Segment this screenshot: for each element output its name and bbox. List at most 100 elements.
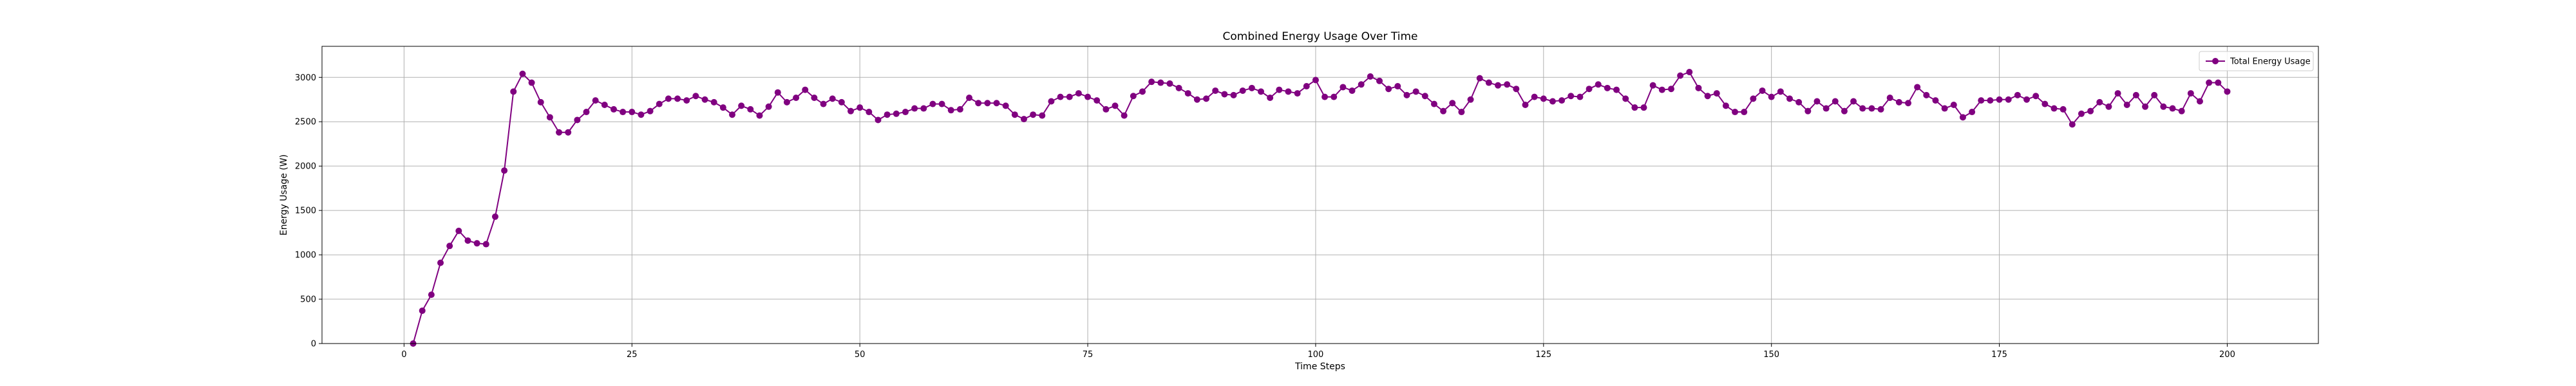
data-point: [2069, 121, 2076, 128]
x-axis-title: Time Steps: [1294, 362, 1345, 372]
data-point: [1695, 84, 1702, 91]
x-tick-label: 125: [1535, 350, 1551, 360]
data-point: [647, 107, 654, 115]
data-point: [1777, 88, 1784, 95]
data-point: [2087, 107, 2094, 115]
data-point: [1814, 98, 1821, 105]
data-point: [1932, 97, 1939, 104]
data-point: [1257, 88, 1264, 95]
data-point: [1303, 83, 1310, 90]
data-point: [2050, 105, 2058, 112]
data-point: [1230, 91, 1237, 98]
data-point: [1667, 86, 1674, 93]
data-point: [537, 98, 544, 106]
y-tick-label: 3000: [295, 73, 316, 83]
data-point: [1877, 106, 1884, 113]
data-point: [510, 88, 517, 95]
data-point: [783, 98, 790, 106]
y-tick-label: 2500: [295, 118, 316, 127]
data-point: [1002, 102, 1009, 109]
data-point: [2224, 88, 2231, 95]
data-point: [774, 89, 781, 96]
data-point: [1595, 81, 1602, 88]
data-point: [802, 86, 809, 93]
data-point: [893, 110, 900, 117]
data-point: [1349, 87, 1356, 94]
data-point: [1969, 109, 1976, 116]
data-point: [2014, 91, 2021, 98]
data-point: [875, 116, 882, 124]
data-point: [592, 97, 599, 104]
data-point: [1495, 82, 1502, 89]
data-point: [473, 240, 480, 247]
data-point: [1203, 95, 1210, 102]
data-point: [1768, 93, 1775, 100]
data-point: [1713, 90, 1720, 97]
data-point: [1978, 97, 1985, 104]
data-point: [565, 129, 572, 136]
data-point: [2178, 107, 2185, 115]
data-point: [1449, 100, 1456, 107]
data-point: [1458, 109, 1465, 116]
data-point: [1394, 83, 1401, 90]
data-point: [1759, 87, 1766, 94]
series: [410, 68, 2231, 347]
data-point: [519, 70, 526, 77]
data-point: [2151, 91, 2158, 98]
data-point: [1704, 93, 1711, 100]
x-tick-label: 150: [1763, 350, 1779, 360]
data-point: [1440, 107, 1447, 115]
data-point: [1048, 98, 1055, 105]
data-point: [601, 102, 608, 109]
data-point: [1859, 105, 1866, 112]
data-point: [629, 109, 636, 116]
data-point: [984, 100, 991, 107]
data-point: [428, 291, 435, 299]
data-point: [1467, 96, 1474, 103]
data-point: [1294, 90, 1301, 97]
data-point: [2132, 91, 2139, 98]
data-point: [1841, 107, 1848, 115]
data-point: [528, 79, 535, 86]
legend-box: [2199, 51, 2314, 71]
data-point: [574, 116, 581, 124]
data-point: [1658, 86, 1665, 93]
data-point: [1959, 114, 1966, 121]
data-point: [1430, 100, 1437, 107]
data-point: [610, 106, 617, 113]
data-point: [1941, 105, 1948, 112]
data-point: [1604, 84, 1611, 91]
data-point: [1276, 86, 1283, 93]
data-point: [947, 107, 954, 114]
data-point: [857, 104, 864, 111]
data-point: [1832, 98, 1839, 105]
x-tick-label: 75: [1083, 350, 1094, 360]
data-point: [482, 241, 489, 248]
data-point: [1112, 102, 1119, 109]
data-point: [1312, 77, 1319, 84]
data-point: [956, 106, 963, 113]
data-point: [975, 100, 982, 107]
data-point: [455, 227, 462, 234]
y-tick-label: 2000: [295, 162, 316, 172]
data-point: [1677, 72, 1684, 79]
data-point: [2005, 96, 2012, 103]
data-point: [2206, 79, 2213, 86]
plot-frame: [321, 46, 2319, 344]
data-point: [1732, 109, 1739, 116]
data-point: [491, 213, 498, 220]
data-point: [1157, 79, 1164, 86]
data-point: [1212, 87, 1219, 94]
data-point: [1321, 93, 1329, 100]
data-point: [2142, 103, 2149, 110]
y-tick-label: 0: [311, 340, 316, 349]
data-point: [1030, 111, 1037, 118]
data-point: [765, 103, 772, 110]
data-point: [1722, 102, 1729, 109]
data-point: [437, 259, 444, 266]
data-point: [1950, 102, 1957, 109]
data-point: [1139, 88, 1146, 95]
data-point: [920, 105, 927, 112]
data-point: [2123, 102, 2130, 109]
